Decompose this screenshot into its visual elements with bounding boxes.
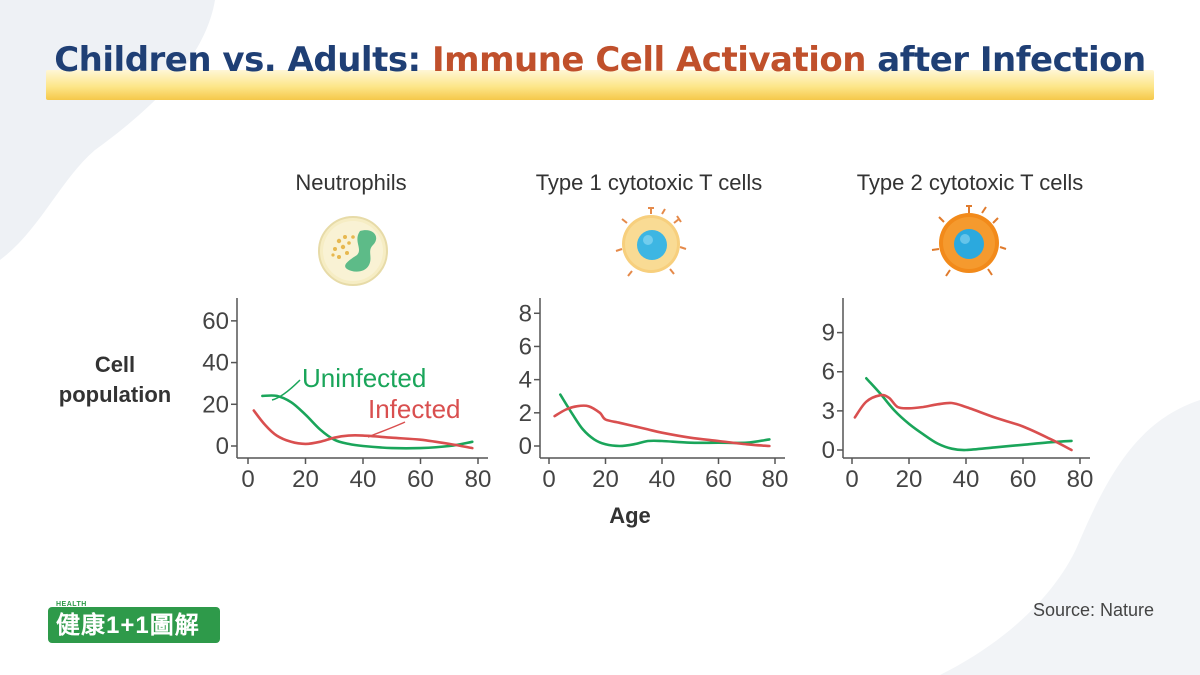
y-tick-label: 6	[519, 333, 532, 360]
y-tick-label: 9	[822, 320, 835, 347]
chart-title-type1: Type 1 cytotoxic T cells	[535, 170, 763, 195]
annotation-uninfected: Uninfected	[302, 363, 426, 393]
y-tick-label: 2	[519, 400, 532, 427]
chart-3: 0 3 6 9 0 20 40 60 80	[822, 298, 1094, 493]
series-infected	[252, 409, 474, 450]
x-tick-label: 60	[705, 466, 732, 493]
y-tick-label: 40	[202, 350, 229, 377]
x-tick-label: 80	[465, 466, 492, 493]
title-part-1: Children vs. Adults:	[54, 40, 432, 80]
y-tick-label: 20	[202, 391, 229, 418]
logo-small-text: HEALTH	[56, 601, 87, 608]
brand-logo: HEALTH 健康1+1圖解	[48, 601, 223, 645]
series-uninfected	[865, 377, 1073, 452]
x-tick-label: 40	[649, 466, 676, 493]
title-part-3: after Infection	[865, 40, 1146, 80]
x-tick-label: 20	[896, 466, 923, 493]
y-tick-label: 0	[822, 437, 835, 464]
y-tick-label: 4	[519, 367, 532, 394]
source-note: Source: Nature	[1032, 600, 1154, 620]
y-tick-label: 0	[216, 433, 229, 460]
title-highlight-bar	[46, 70, 1154, 100]
x-tick-label: 20	[292, 466, 319, 493]
series-infected	[853, 393, 1073, 452]
y-axis-label-line1: Cell	[94, 352, 136, 377]
annotation-infected: Infected	[368, 394, 461, 424]
x-tick-label: 40	[350, 466, 377, 493]
logo-text: 健康1+1圖解	[56, 612, 200, 639]
page-title: Children vs. Adults: Immune Cell Activat…	[54, 40, 1146, 80]
uninfected-leader-line	[271, 379, 301, 401]
x-tick-label: 60	[407, 466, 434, 493]
x-tick-label: 0	[542, 466, 555, 493]
x-tick-label: 80	[762, 466, 789, 493]
x-tick-label: 80	[1067, 466, 1094, 493]
y-axis-label: Cell population	[40, 350, 190, 410]
type2-t-cell-icon	[931, 205, 1007, 277]
x-tick-label: 0	[845, 466, 858, 493]
y-tick-label: 3	[822, 398, 835, 425]
x-tick-label: 0	[241, 466, 254, 493]
x-tick-label: 60	[1010, 466, 1037, 493]
y-tick-label: 6	[822, 359, 835, 386]
y-tick-label: 0	[519, 433, 532, 460]
x-axis-label: Age	[609, 503, 651, 528]
logo-box	[48, 607, 220, 643]
chart-title-type2: Type 2 cytotoxic T cells	[856, 170, 1084, 195]
title-accent: Immune Cell Activation	[432, 40, 866, 80]
y-axis-label-line2: population	[58, 382, 172, 407]
series-uninfected	[559, 393, 771, 448]
y-tick-label: 8	[519, 300, 532, 327]
series-infected	[553, 404, 771, 448]
chart-title-neutrophils: Neutrophils	[295, 170, 407, 195]
infected-leader-line	[367, 421, 406, 438]
neutrophil-icon	[318, 216, 388, 286]
y-tick-label: 60	[202, 308, 229, 335]
series-uninfected	[261, 394, 474, 450]
x-tick-label: 40	[953, 466, 980, 493]
type1-t-cell-icon	[615, 207, 687, 277]
x-tick-label: 20	[592, 466, 619, 493]
